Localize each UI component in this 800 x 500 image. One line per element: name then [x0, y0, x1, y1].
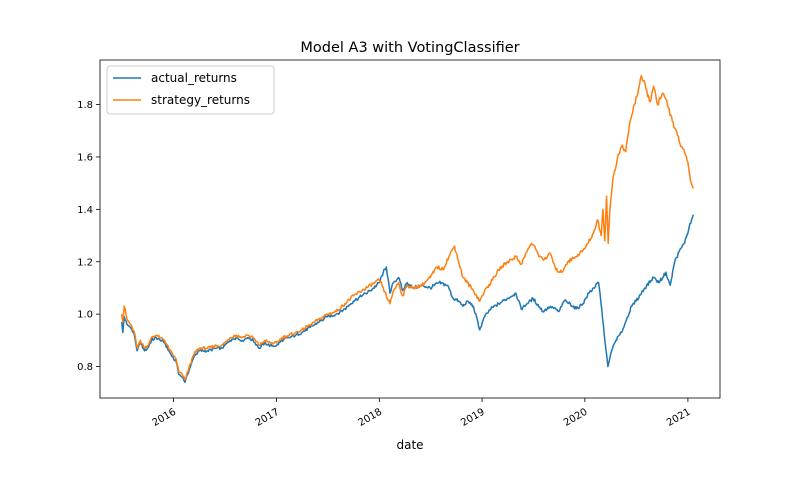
y-axis-ticks: 0.8 1.0 1.2 1.4 1.6 1.8 — [77, 100, 100, 373]
plot-area — [99, 59, 721, 399]
legend-label-strategy-returns: strategy_returns — [151, 93, 250, 107]
y-tick-label: 1.0 — [77, 310, 93, 321]
series-line-strategy-returns — [120, 74, 694, 381]
x-tick-label: 2018 — [356, 407, 384, 429]
x-axis-label: date — [396, 438, 423, 452]
y-tick-label: 1.4 — [77, 205, 93, 216]
series-line-actual-returns — [120, 214, 695, 384]
x-tick-label: 2016 — [151, 407, 179, 429]
x-tick-label: 2019 — [459, 407, 487, 429]
x-tick-label: 2017 — [254, 407, 282, 429]
chart-title: Model A3 with VotingClassifier — [300, 40, 519, 56]
legend-box — [106, 65, 275, 115]
series-layer — [120, 74, 695, 384]
axes-frame — [99, 59, 721, 399]
y-tick-label: 1.6 — [77, 152, 93, 163]
legend-label-actual-returns: actual_returns — [151, 71, 237, 85]
y-tick-label: 0.8 — [77, 362, 93, 373]
x-tick-label: 2020 — [562, 407, 590, 429]
legend: actual_returns strategy_returns — [106, 65, 275, 115]
x-tick-label: 2021 — [665, 407, 693, 429]
y-tick-label: 1.2 — [77, 257, 93, 268]
x-axis-ticks: 2016 2017 2018 2019 2020 2021 — [151, 398, 693, 429]
y-tick-label: 1.8 — [77, 100, 93, 111]
